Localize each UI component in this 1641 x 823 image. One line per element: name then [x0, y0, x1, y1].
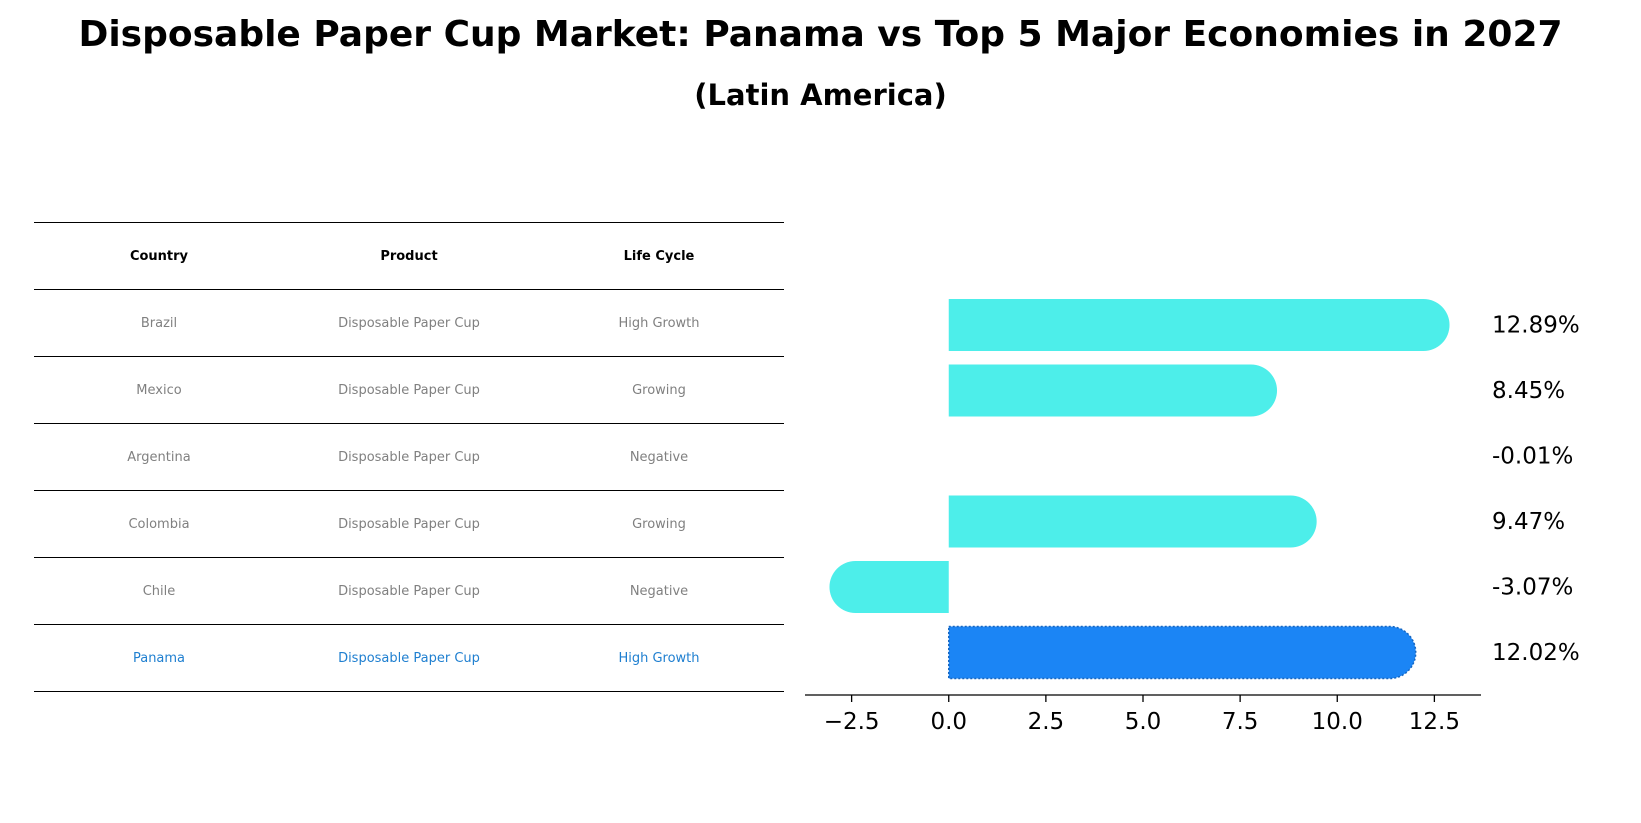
table-row: Brazil Disposable Paper Cup High Growth — [34, 289, 784, 357]
x-tick-label: 12.5 — [1409, 709, 1460, 735]
table-row: Argentina Disposable Paper Cup Negative — [34, 423, 784, 491]
cell-product: Disposable Paper Cup — [284, 624, 534, 692]
bar-colombia — [948, 495, 1317, 548]
table-row: Chile Disposable Paper Cup Negative — [34, 557, 784, 625]
x-tick-label: −2.5 — [824, 709, 880, 735]
cell-country: Mexico — [34, 356, 284, 424]
bar-mexico — [948, 364, 1278, 417]
x-tick-label: 2.5 — [1028, 709, 1065, 735]
x-tick-label: 5.0 — [1125, 709, 1162, 735]
cell-country: Brazil — [34, 289, 284, 357]
cell-product: Disposable Paper Cup — [284, 356, 534, 424]
bar-chile — [829, 561, 949, 613]
value-labels-layer: 12.89% 8.45% -0.01% 9.47% -3.07% 12.02% — [1492, 313, 1580, 667]
cell-life-cycle: Negative — [534, 557, 784, 625]
table-row: Colombia Disposable Paper Cup Growing — [34, 490, 784, 558]
x-tick-label: 10.0 — [1312, 709, 1363, 735]
x-tick-label: 0.0 — [930, 709, 967, 735]
column-header-product: Product — [284, 222, 534, 290]
x-tick-label: 7.5 — [1222, 709, 1259, 735]
cell-life-cycle: High Growth — [534, 289, 784, 357]
cell-country: Chile — [34, 557, 284, 625]
table-row-highlighted: Panama Disposable Paper Cup High Growth — [34, 624, 784, 692]
value-label: 9.47% — [1492, 509, 1565, 535]
cell-life-cycle: Growing — [534, 490, 784, 558]
table-row: Mexico Disposable Paper Cup Growing — [34, 356, 784, 424]
value-label: -3.07% — [1492, 575, 1573, 601]
cell-product: Disposable Paper Cup — [284, 557, 534, 625]
value-label: 12.02% — [1492, 640, 1580, 666]
cell-life-cycle: High Growth — [534, 624, 784, 692]
value-label: -0.01% — [1492, 444, 1573, 470]
cell-life-cycle: Negative — [534, 423, 784, 491]
value-label: 12.89% — [1492, 313, 1580, 339]
cell-product: Disposable Paper Cup — [284, 289, 534, 357]
table-header-row: Country Product Life Cycle — [34, 222, 784, 290]
comparison-table: Country Product Life Cycle Brazil Dispos… — [34, 222, 784, 692]
value-label: 8.45% — [1492, 378, 1565, 404]
chart-subtitle: (Latin America) — [694, 78, 947, 112]
cell-country: Colombia — [34, 490, 284, 558]
chart-title: Disposable Paper Cup Market: Panama vs T… — [78, 14, 1563, 55]
bar-panama — [947, 625, 1417, 680]
cell-product: Disposable Paper Cup — [284, 423, 534, 491]
column-header-life-cycle: Life Cycle — [534, 222, 784, 290]
bar-brazil — [948, 299, 1450, 351]
cell-country: Panama — [34, 624, 284, 692]
cell-product: Disposable Paper Cup — [284, 490, 534, 558]
x-axis: −2.5 0.0 2.5 5.0 7.5 10.0 12.5 — [805, 694, 1481, 735]
cell-country: Argentina — [34, 423, 284, 491]
cell-life-cycle: Growing — [534, 356, 784, 424]
column-header-country: Country — [34, 222, 284, 290]
bars-layer — [829, 299, 1450, 680]
